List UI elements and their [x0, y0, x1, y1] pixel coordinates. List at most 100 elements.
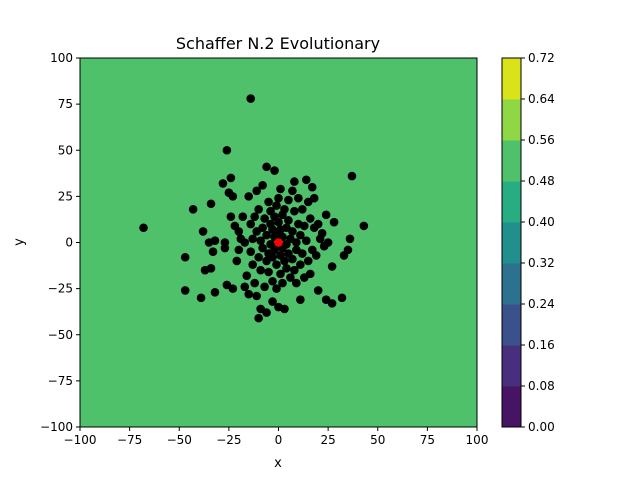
y-tick-label: −75 — [48, 374, 73, 388]
data-point — [246, 94, 256, 103]
data-point — [248, 234, 257, 244]
data-point — [294, 193, 303, 203]
data-point — [286, 273, 295, 282]
data-point — [347, 171, 357, 181]
data-point — [268, 297, 277, 306]
data-point — [210, 288, 220, 297]
colorbar-band — [502, 181, 521, 223]
data-point — [309, 193, 319, 203]
data-point — [282, 264, 291, 273]
colorbar-tick-label: 0.72 — [528, 51, 555, 65]
data-point — [327, 299, 337, 308]
data-point — [250, 278, 259, 288]
data-point — [208, 247, 218, 257]
data-point — [276, 184, 285, 194]
colorbar-band — [502, 263, 521, 305]
data-point — [256, 265, 265, 275]
data-point — [268, 276, 277, 286]
data-point — [248, 260, 257, 269]
data-point — [276, 269, 285, 279]
y-axis-label: y — [12, 238, 27, 246]
colorbar-frame — [501, 57, 522, 428]
data-point — [228, 284, 238, 293]
y-tick-label: 100 — [50, 51, 73, 65]
y-tick-label: −50 — [48, 328, 73, 342]
data-point — [242, 271, 252, 281]
data-point — [280, 304, 289, 314]
x-tick-label: −100 — [64, 433, 97, 447]
data-point — [272, 284, 281, 293]
data-point — [268, 252, 277, 262]
x-tick-label: 50 — [370, 433, 385, 447]
x-tick-label: 75 — [420, 433, 435, 447]
colorbar-tick-label: 0.00 — [528, 420, 555, 434]
data-point — [313, 219, 323, 229]
data-point — [290, 206, 299, 216]
data-point — [234, 227, 244, 236]
colorbar-tick-label: 0.48 — [528, 174, 555, 188]
data-point — [292, 278, 301, 288]
data-point — [232, 256, 242, 266]
data-point — [280, 256, 289, 266]
colorbar-tick-label: 0.16 — [528, 338, 555, 352]
data-point — [254, 313, 263, 323]
data-point — [284, 216, 293, 225]
data-point — [288, 254, 297, 264]
data-point — [292, 238, 301, 247]
data-point — [246, 247, 256, 257]
data-point — [301, 236, 311, 245]
colorbar-band — [502, 345, 521, 387]
data-point — [226, 173, 236, 183]
data-point — [244, 192, 254, 201]
y-tick-label: −100 — [40, 420, 73, 434]
colorbar-band — [502, 140, 521, 182]
data-point — [301, 175, 311, 185]
data-point — [288, 227, 297, 236]
x-axis: −100 −75 −50 −25 0 25 50 75 100 — [64, 427, 488, 447]
colorbar-tick-label: 0.56 — [528, 133, 555, 147]
data-point — [321, 210, 331, 220]
colorbar-tick-label: 0.40 — [528, 215, 555, 229]
data-point — [290, 265, 299, 275]
data-point — [246, 219, 256, 229]
data-point — [305, 269, 315, 279]
data-point — [278, 278, 287, 288]
data-point — [343, 245, 353, 255]
data-point — [270, 166, 279, 175]
data-point — [272, 260, 281, 269]
data-point — [206, 199, 216, 209]
data-point — [234, 245, 244, 255]
x-tick-label: 25 — [320, 433, 335, 447]
data-point — [284, 195, 293, 205]
data-point — [313, 286, 323, 295]
data-point — [290, 177, 299, 186]
data-point — [240, 238, 250, 247]
data-point — [252, 291, 261, 301]
data-point — [256, 236, 265, 245]
data-point — [264, 267, 273, 277]
data-point — [323, 238, 333, 247]
data-point — [222, 145, 232, 155]
data-point — [305, 214, 315, 223]
data-point — [264, 197, 273, 207]
data-point — [274, 217, 283, 227]
data-point — [250, 212, 259, 221]
data-point — [218, 179, 228, 188]
data-point — [254, 252, 263, 262]
data-point — [280, 204, 289, 214]
colorbar: 0.00 0.08 0.16 0.24 0.32 0.40 0.48 0.56 0.64 0.72 — [501, 51, 555, 434]
data-point — [258, 243, 267, 253]
data-point — [260, 214, 269, 223]
y-tick-label: 50 — [58, 143, 73, 157]
y-tick-label: 75 — [58, 97, 73, 111]
data-point — [252, 186, 261, 196]
data-point — [327, 262, 337, 271]
x-tick-label: −50 — [167, 433, 192, 447]
y-tick-label: −25 — [48, 282, 73, 296]
data-point — [226, 212, 236, 221]
data-point — [329, 217, 339, 227]
colorbar-band — [502, 58, 521, 100]
data-point — [272, 201, 281, 210]
data-point — [359, 221, 369, 231]
